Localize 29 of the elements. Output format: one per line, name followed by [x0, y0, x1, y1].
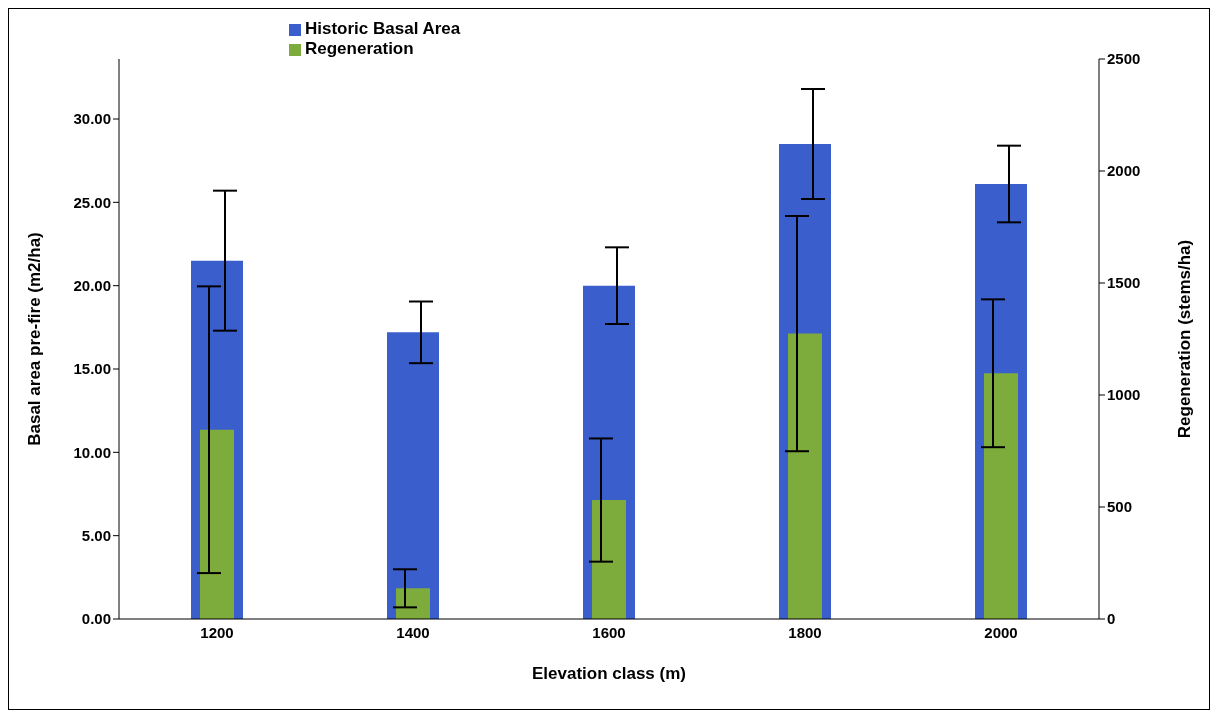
y-tick-label: 5.00 — [81, 526, 111, 544]
y2-tick-label: 1000 — [1107, 386, 1141, 404]
y-axis-title: Basal area pre-fire (m2/ha) — [25, 232, 45, 446]
y-tick-label: 30.00 — [73, 110, 111, 128]
x-tick-label: 1400 — [396, 623, 430, 641]
y2-axis-title: Regeneration (stems/ha) — [1175, 239, 1195, 439]
legend-label: Historic Basal Area — [305, 19, 461, 38]
y2-tick-label: 2000 — [1107, 162, 1141, 180]
y2-tick-label: 500 — [1107, 498, 1133, 516]
y-tick-label: 0.00 — [81, 610, 111, 628]
x-tick-label: 1600 — [592, 623, 626, 641]
y-tick-label: 20.00 — [73, 276, 111, 294]
x-tick-label: 1200 — [200, 623, 234, 641]
y2-tick-label: 0 — [1107, 610, 1116, 628]
y2-tick-label: 1500 — [1107, 274, 1141, 292]
bar — [200, 429, 234, 619]
bar — [592, 500, 626, 619]
bar — [396, 588, 430, 619]
x-axis-title: Elevation class (m) — [531, 664, 687, 683]
bar — [788, 333, 822, 619]
y2-tick-label: 2500 — [1107, 50, 1141, 68]
legend-label: Regeneration — [305, 39, 414, 58]
x-tick-label: 2000 — [984, 623, 1018, 641]
y-tick-label: 10.00 — [73, 443, 111, 461]
bar — [387, 332, 439, 619]
y-tick-label: 15.00 — [73, 360, 111, 378]
y-tick-label: 25.00 — [73, 193, 111, 211]
x-tick-label: 1800 — [788, 623, 822, 641]
bar — [984, 373, 1018, 619]
